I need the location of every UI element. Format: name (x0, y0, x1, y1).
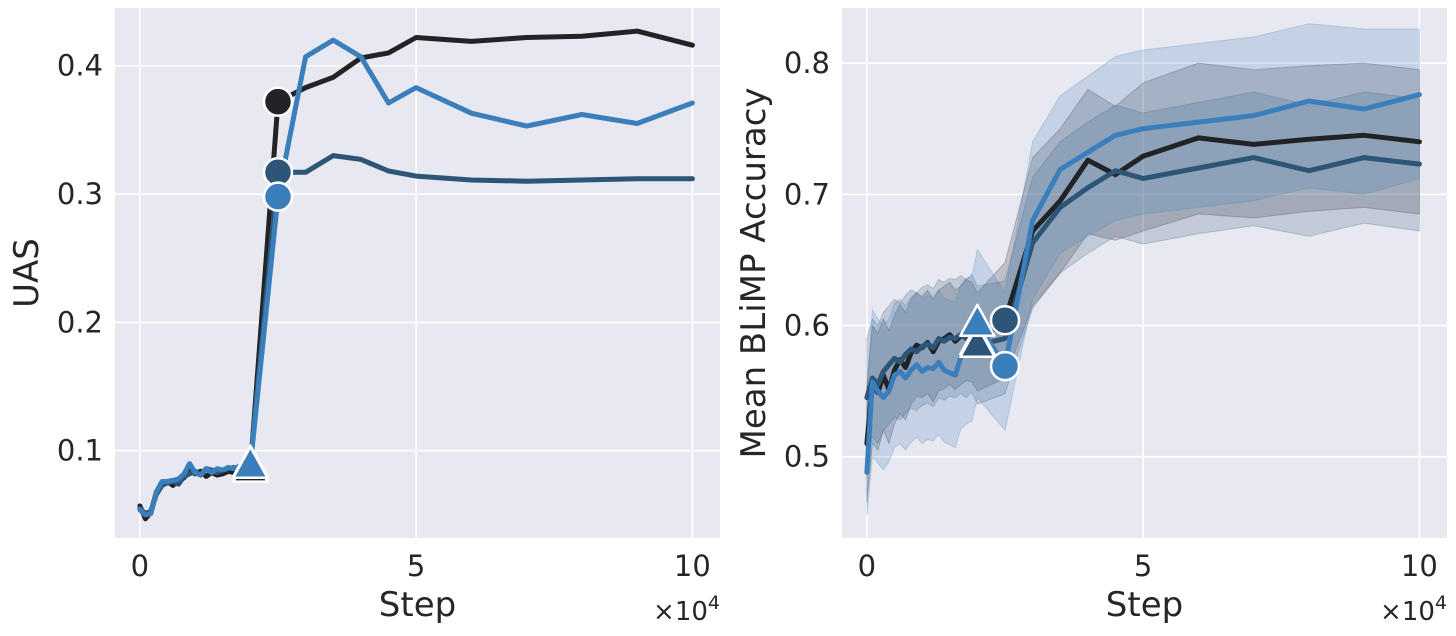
x-axis-label: Step (379, 585, 456, 625)
x-axis-label: Step (1106, 585, 1183, 625)
x-tick-label: 5 (1134, 549, 1152, 583)
series-line-3 (864, 92, 1422, 475)
y-tick-label: 0.7 (784, 177, 830, 211)
series-line-3 (137, 37, 695, 518)
y-tick-label: 0.6 (784, 308, 830, 342)
y-tick-label: 0.8 (784, 46, 830, 80)
x-tick-label: 0 (131, 549, 149, 583)
x-multiplier-label: ×104 (1380, 592, 1447, 627)
chart-panel-1: 0.1 0.2 0.3 0.4 0 5 10 Step UAS ×104 (7, 8, 720, 627)
circle-marker (262, 86, 294, 117)
chart-panel-2: 0.5 0.6 0.7 0.8 0 5 10 Step Mean BLiMP Accuracy ×… (734, 8, 1447, 627)
plot-background (115, 8, 720, 538)
x-tick-label: 10 (1401, 549, 1438, 583)
y-tick-label: 0.4 (57, 49, 103, 83)
triangle-marker (959, 303, 996, 338)
circle-marker (262, 181, 294, 212)
confidence-band-3 (866, 23, 1420, 516)
y-axis-label: Mean BLiMP Accuracy (734, 87, 774, 458)
y-tick-label: 0.2 (57, 305, 103, 339)
circle-marker (989, 350, 1021, 382)
y-tick-label: 0.3 (57, 177, 103, 211)
plot-background (842, 8, 1447, 538)
y-tick-label: 0.5 (784, 440, 830, 474)
circle-marker (989, 304, 1021, 336)
y-axis-label: UAS (7, 238, 47, 308)
x-tick-label: 5 (407, 549, 425, 583)
confidence-band-1 (866, 62, 1420, 503)
x-tick-label: 10 (674, 549, 711, 583)
series-line-2 (864, 155, 1422, 401)
x-multiplier-label: ×104 (653, 592, 720, 627)
x-tick-label: 0 (858, 549, 876, 583)
triangle-marker (959, 324, 996, 359)
y-tick-label: 0.1 (57, 434, 103, 468)
triangle-marker (232, 445, 269, 480)
